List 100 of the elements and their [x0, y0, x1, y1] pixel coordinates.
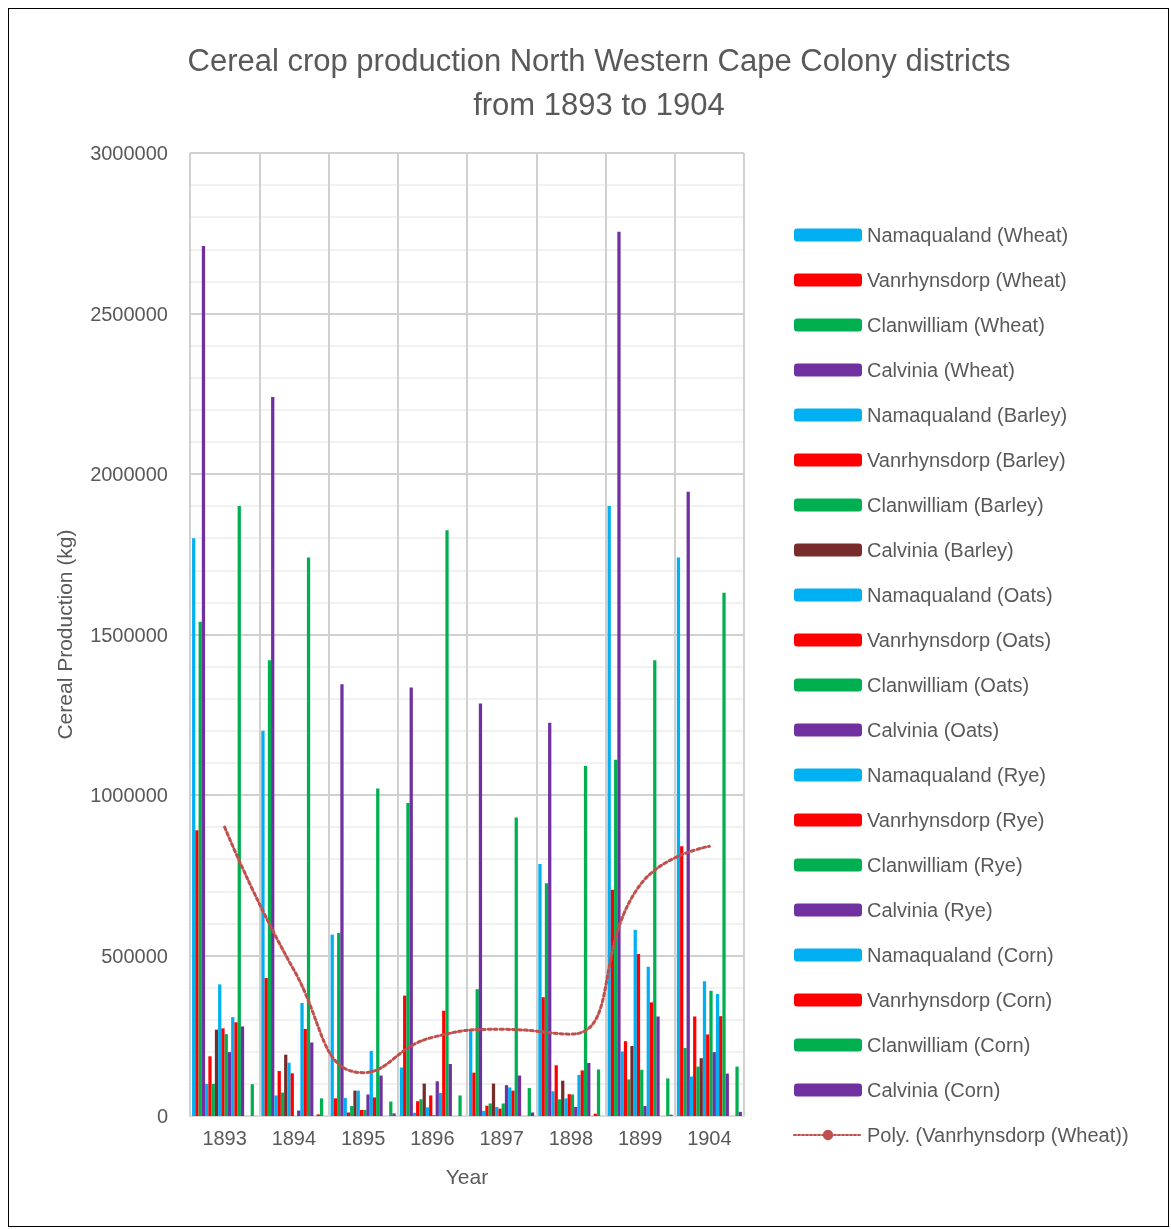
bar [725, 1073, 729, 1116]
bar [237, 506, 241, 1116]
bar [551, 1091, 555, 1116]
bar [653, 660, 657, 1116]
legend-label: Namaqualand (Oats) [867, 584, 1053, 606]
bar [517, 1075, 522, 1116]
chart-title: Cereal crop production North Western Cape Colony districts from 1893 to 1904 [187, 42, 1011, 122]
bar [596, 1069, 601, 1116]
bar [564, 1098, 568, 1116]
legend-label: Clanwilliam (Corn) [867, 1034, 1031, 1056]
bar [696, 1066, 700, 1116]
bar [541, 997, 545, 1116]
legend-label: Calvinia (Oats) [867, 719, 1000, 741]
bar [277, 1071, 281, 1116]
bar [469, 1029, 473, 1116]
bar [406, 803, 410, 1116]
bar [350, 1106, 354, 1116]
line-series [223, 825, 711, 1075]
bar [340, 684, 344, 1116]
bar [504, 1085, 509, 1116]
bar [261, 730, 265, 1116]
bar [201, 246, 206, 1116]
bar [208, 1056, 212, 1116]
legend-label: Calvinia (Wheat) [867, 359, 1015, 381]
x-tick-label: 1904 [687, 1127, 732, 1149]
y-tick-label: 0 [156, 1105, 168, 1127]
legend-label: Calvinia (Barley) [867, 539, 1014, 561]
bar [567, 1094, 571, 1116]
bar [527, 1088, 531, 1116]
bar [359, 1109, 364, 1116]
bar [392, 1113, 396, 1116]
bar [646, 966, 650, 1116]
bar [422, 1083, 426, 1116]
bar [683, 1047, 687, 1116]
bar [702, 981, 707, 1116]
x-tick-label: 1893 [202, 1127, 247, 1149]
bar [250, 1084, 254, 1116]
bar [686, 491, 690, 1116]
bar [640, 1069, 644, 1116]
bar [214, 1029, 219, 1116]
bar [306, 557, 311, 1116]
bar [561, 1080, 565, 1116]
bar [580, 1070, 584, 1116]
bar [501, 1103, 505, 1116]
bar [379, 1075, 383, 1116]
legend-label: Poly. (Vanrhynsdorp (Wheat)) [867, 1124, 1129, 1146]
legend-label: Clanwilliam (Rye) [867, 854, 1023, 876]
bar [491, 1083, 496, 1116]
bar [583, 766, 588, 1116]
bar [574, 1107, 578, 1116]
bar [435, 1081, 439, 1116]
legend-label: Vanrhynsdorp (Corn) [867, 989, 1053, 1011]
legend-label: Namaqualand (Barley) [867, 404, 1068, 426]
y-tick-label: 1000000 [90, 784, 168, 806]
bar [570, 1094, 575, 1116]
bar [409, 687, 413, 1116]
bar [630, 1046, 634, 1116]
bar [548, 722, 552, 1116]
y-tick-label: 2000000 [90, 463, 168, 485]
bar [205, 1083, 209, 1116]
legend-label: Vanrhynsdorp (Oats) [867, 629, 1052, 651]
bar [544, 883, 549, 1116]
legend-label: Namaqualand (Corn) [867, 944, 1054, 966]
bar [376, 788, 380, 1116]
bar [445, 530, 449, 1116]
bar [617, 231, 621, 1116]
legend-label: Clanwilliam (Wheat) [867, 314, 1045, 336]
bar [577, 1074, 581, 1116]
x-tick-label: 1894 [271, 1127, 317, 1149]
bar [310, 1042, 314, 1116]
bar [234, 1022, 238, 1116]
bar [633, 929, 637, 1116]
bar [300, 1003, 304, 1116]
bar [514, 817, 518, 1116]
bar [363, 1109, 367, 1116]
bar [623, 1041, 628, 1116]
legend-label: Clanwilliam (Barley) [867, 494, 1044, 516]
legend-label: Vanrhynsdorp (Wheat) [867, 269, 1067, 291]
bar [706, 1034, 710, 1116]
bar [346, 1112, 351, 1116]
bar [587, 1063, 591, 1116]
bar [264, 977, 268, 1116]
x-tick-label: 1895 [340, 1127, 386, 1149]
bar [478, 703, 483, 1116]
bar [656, 1016, 660, 1116]
bar [224, 1034, 228, 1116]
bar [735, 1066, 739, 1116]
bar [343, 1098, 347, 1116]
bar [429, 1095, 433, 1116]
bar [198, 621, 202, 1116]
bar [287, 1062, 291, 1116]
bar [649, 1002, 654, 1116]
x-tick-label: 1897 [479, 1127, 524, 1149]
bar [680, 846, 684, 1116]
bar [636, 953, 641, 1116]
bar [438, 1092, 443, 1116]
y-tick-label: 2500000 [90, 302, 168, 325]
bar [240, 1026, 245, 1116]
bar [666, 1078, 670, 1116]
bar [643, 1106, 647, 1116]
